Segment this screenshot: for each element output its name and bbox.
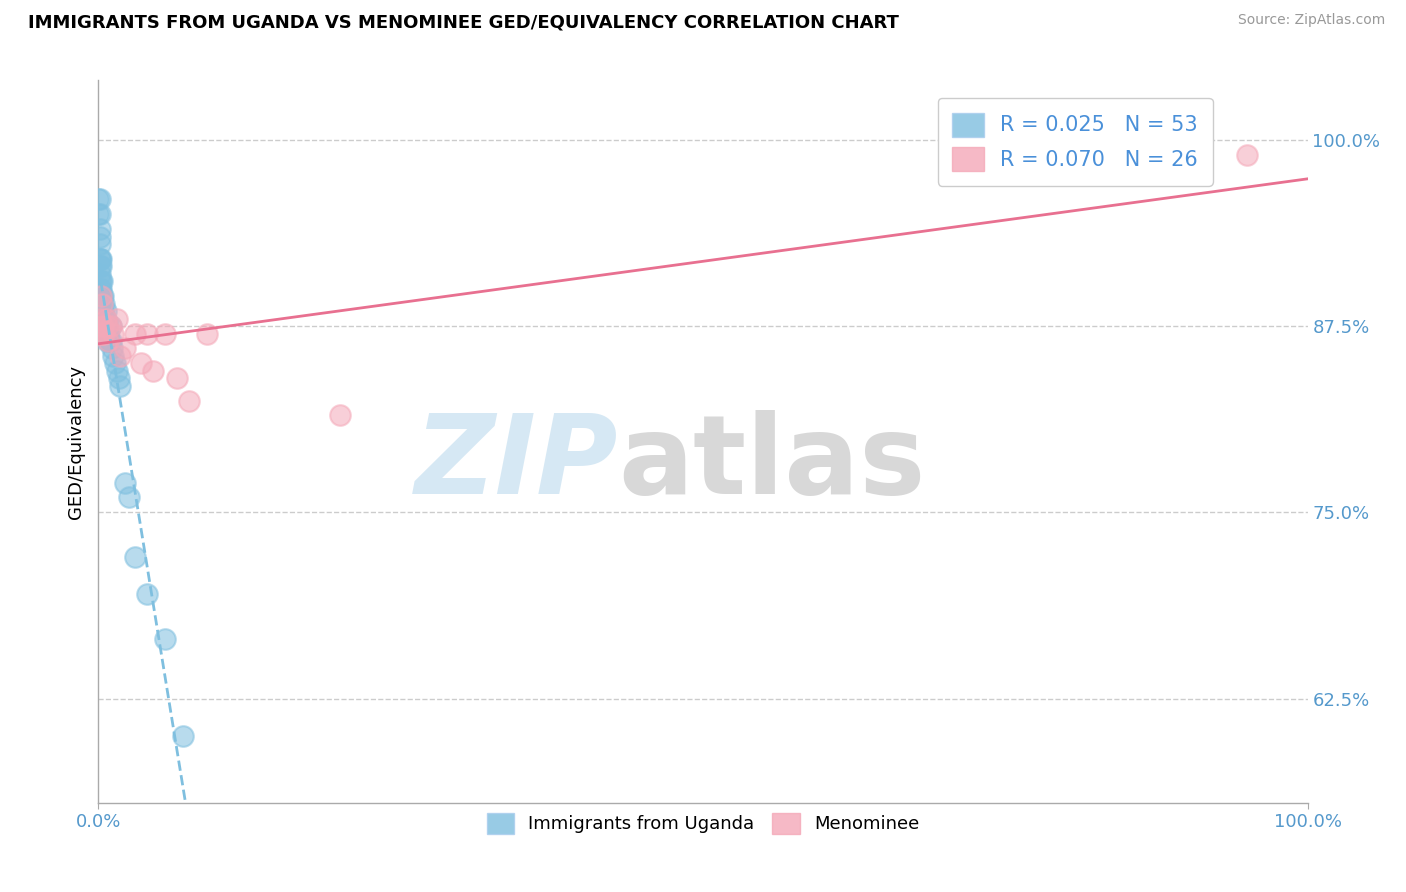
Point xyxy=(104,356,127,370)
Point xyxy=(124,549,146,564)
Point xyxy=(94,311,117,326)
Point xyxy=(97,334,120,348)
Point xyxy=(87,193,110,207)
Point xyxy=(172,729,194,743)
Text: atlas: atlas xyxy=(619,409,925,516)
Point xyxy=(135,587,157,601)
Point xyxy=(100,319,122,334)
Point xyxy=(91,304,114,318)
Point xyxy=(129,356,152,370)
Point xyxy=(90,289,112,303)
Point xyxy=(89,326,111,341)
Point xyxy=(96,334,118,348)
Point xyxy=(90,319,112,334)
Point xyxy=(90,319,112,334)
Point xyxy=(89,252,111,266)
Point xyxy=(94,304,117,318)
Point xyxy=(89,237,111,252)
Point xyxy=(93,326,115,341)
Point xyxy=(142,364,165,378)
Point xyxy=(93,326,115,341)
Point xyxy=(89,252,111,266)
Point xyxy=(90,304,112,318)
Point xyxy=(179,393,201,408)
Text: Source: ZipAtlas.com: Source: ZipAtlas.com xyxy=(1237,13,1385,28)
Point xyxy=(329,409,352,423)
Point xyxy=(100,334,122,348)
Text: ZIP: ZIP xyxy=(415,409,619,516)
Point xyxy=(108,378,131,392)
Point xyxy=(90,274,112,288)
Point xyxy=(105,311,128,326)
Y-axis label: GED/Equivalency: GED/Equivalency xyxy=(66,365,84,518)
Point xyxy=(153,326,176,341)
Point xyxy=(89,193,111,207)
Point xyxy=(91,326,114,341)
Point xyxy=(101,326,124,341)
Point xyxy=(90,282,112,296)
Point xyxy=(114,342,136,356)
Point xyxy=(91,326,114,341)
Point xyxy=(91,297,114,311)
Point xyxy=(105,364,128,378)
Point xyxy=(101,349,124,363)
Point xyxy=(91,289,114,303)
Point xyxy=(94,319,117,334)
Point xyxy=(90,252,112,266)
Point xyxy=(89,311,111,326)
Legend: Immigrants from Uganda, Menominee: Immigrants from Uganda, Menominee xyxy=(479,805,927,841)
Point xyxy=(124,326,146,341)
Point xyxy=(1236,148,1258,162)
Point xyxy=(108,371,131,385)
Point xyxy=(90,260,112,274)
Point xyxy=(93,309,115,323)
Point xyxy=(98,334,121,348)
Point xyxy=(89,260,111,274)
Text: IMMIGRANTS FROM UGANDA VS MENOMINEE GED/EQUIVALENCY CORRELATION CHART: IMMIGRANTS FROM UGANDA VS MENOMINEE GED/… xyxy=(28,13,898,31)
Point xyxy=(96,319,118,334)
Point xyxy=(114,475,136,490)
Point xyxy=(100,342,122,356)
Point xyxy=(91,289,114,303)
Point xyxy=(93,297,115,311)
Point xyxy=(94,326,117,341)
Point xyxy=(89,282,111,296)
Point xyxy=(87,207,110,221)
Point xyxy=(108,349,131,363)
Point xyxy=(91,319,114,334)
Point xyxy=(96,315,118,329)
Point xyxy=(118,491,141,505)
Point xyxy=(166,371,188,385)
Point xyxy=(153,632,176,646)
Point xyxy=(89,229,111,244)
Point xyxy=(89,222,111,236)
Point xyxy=(135,326,157,341)
Point xyxy=(97,326,120,341)
Point xyxy=(195,326,218,341)
Point xyxy=(89,274,111,288)
Point xyxy=(90,289,112,303)
Point xyxy=(91,297,114,311)
Point xyxy=(91,274,114,288)
Point xyxy=(91,319,114,334)
Point xyxy=(89,207,111,221)
Point xyxy=(89,267,111,281)
Point xyxy=(91,311,114,326)
Point xyxy=(90,297,112,311)
Point xyxy=(100,319,122,334)
